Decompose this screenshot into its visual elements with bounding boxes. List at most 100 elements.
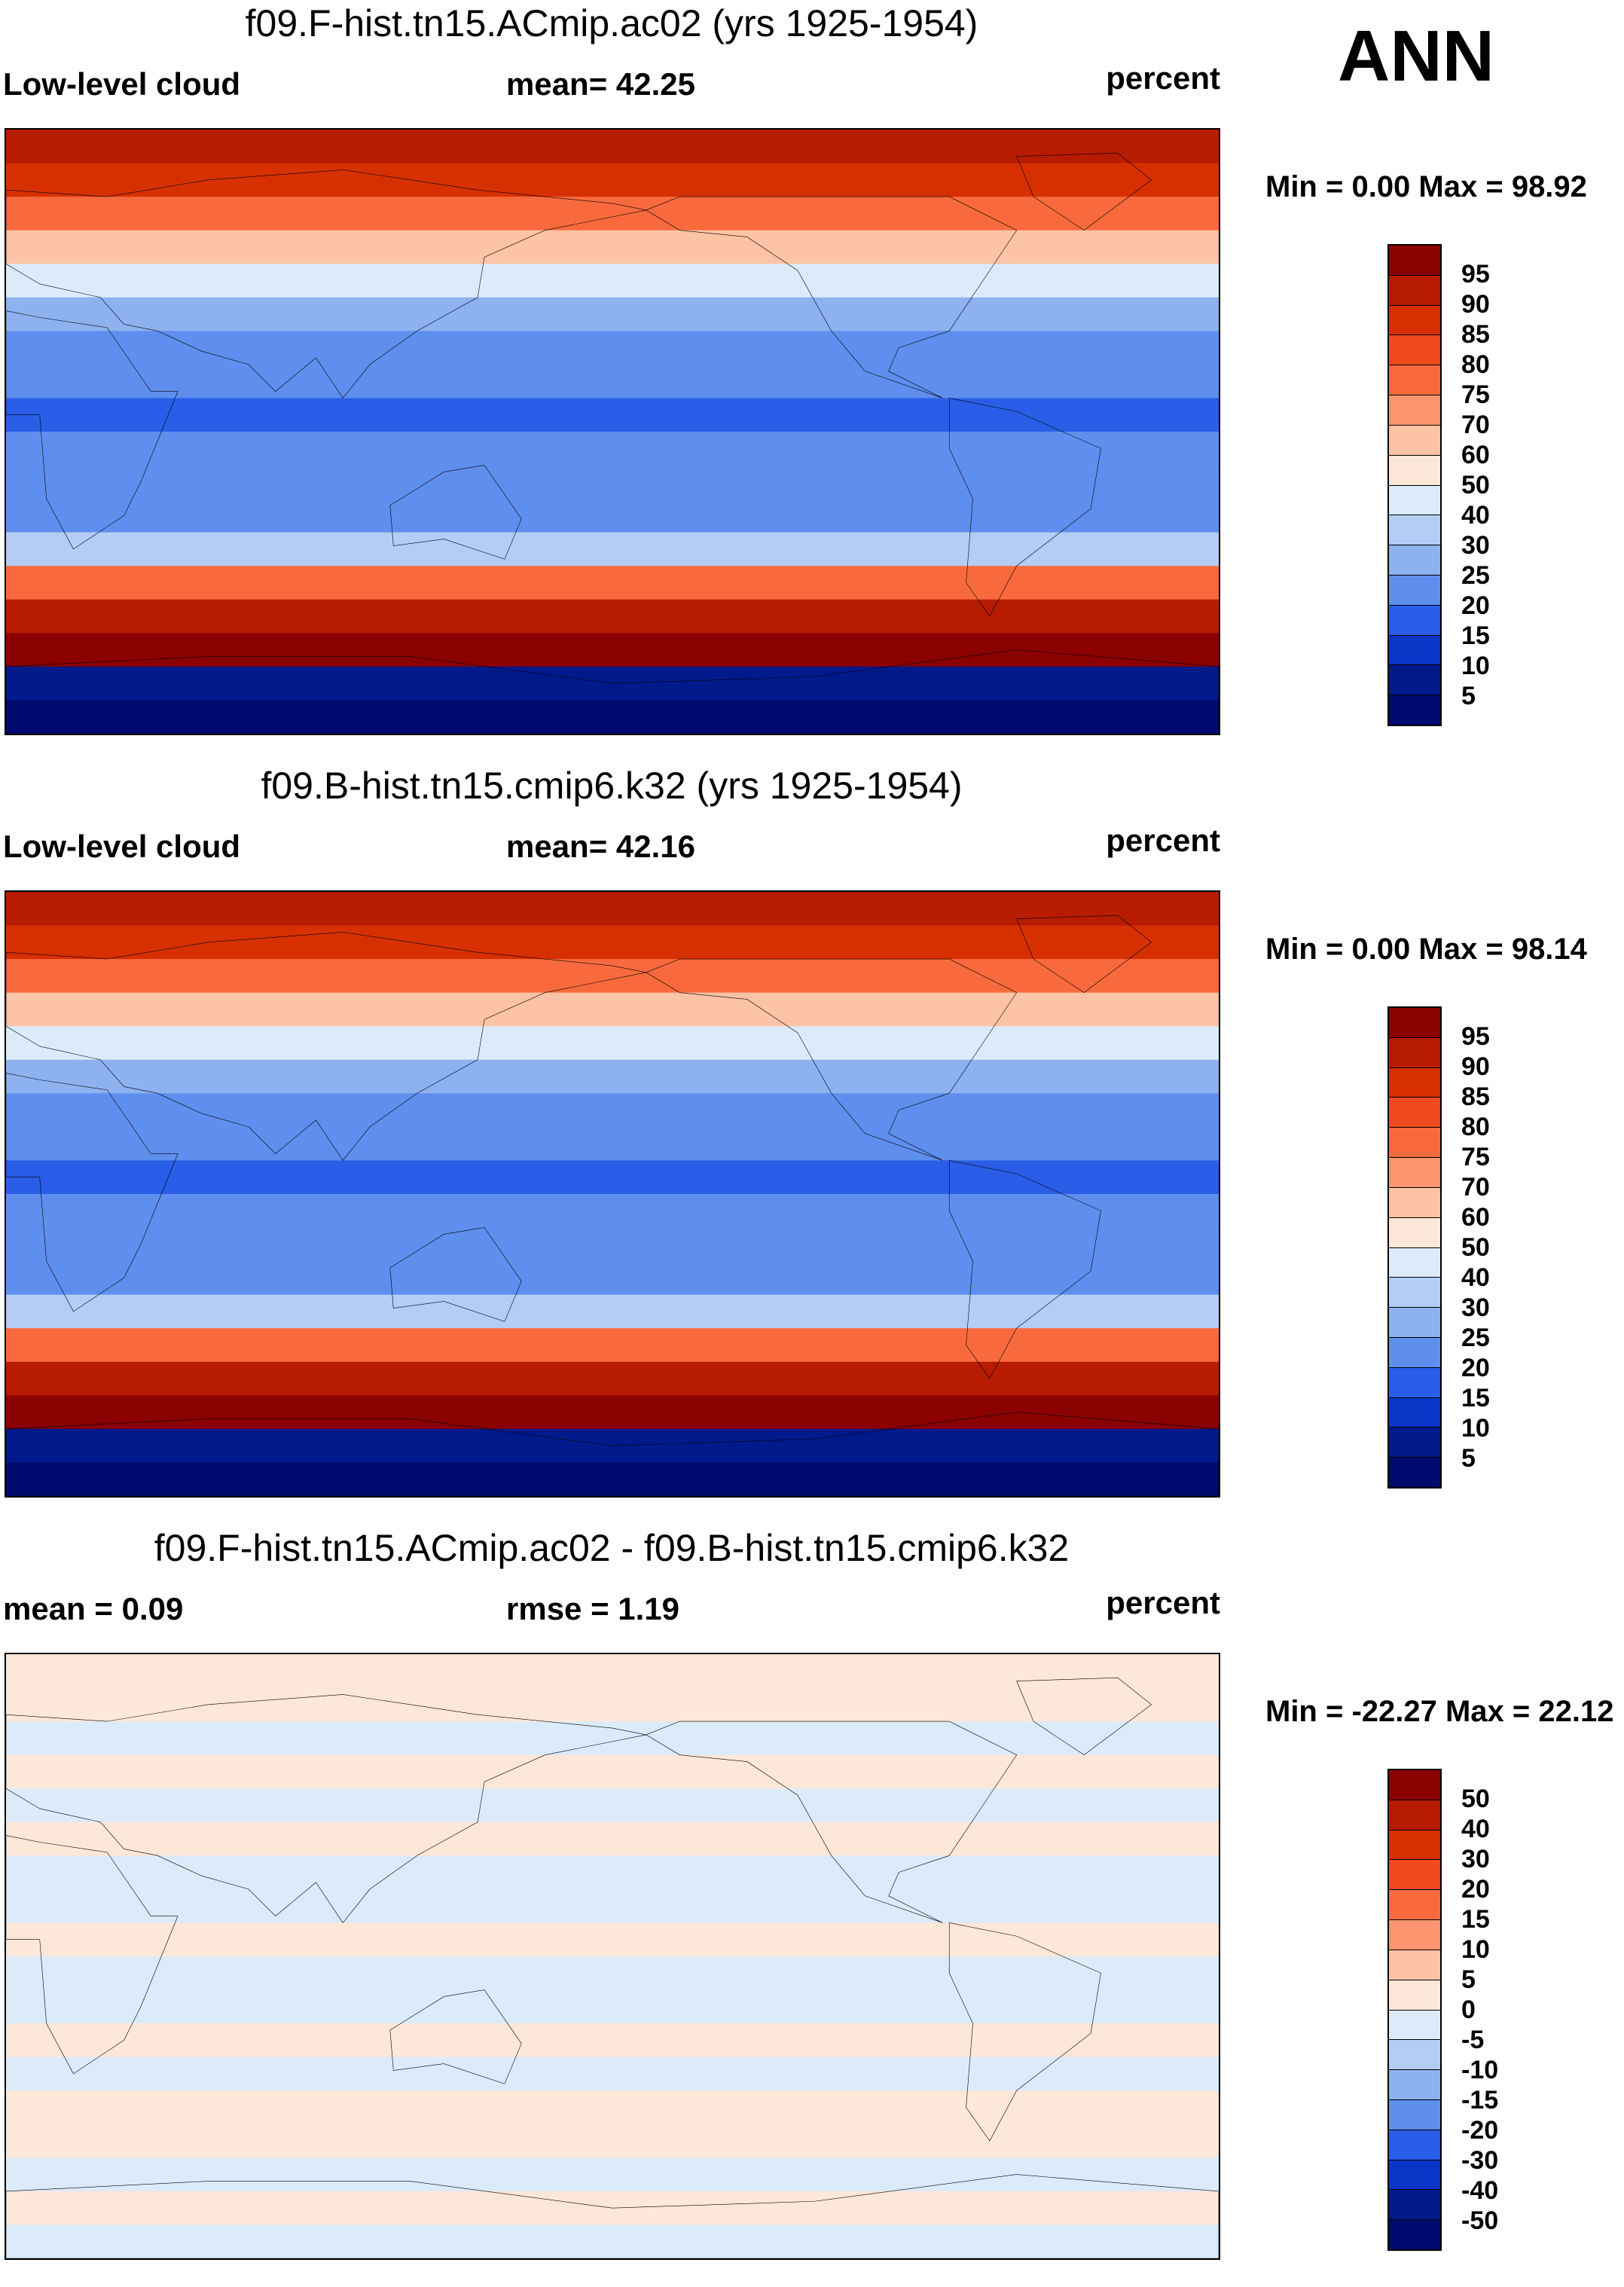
lat-band [6,297,1219,333]
colorbar-swatch [1389,1920,1440,1950]
colorbar-swatch [1389,1950,1440,1980]
colorbar-tick-label: -5 [1461,2026,1485,2054]
lat-band [6,2090,1219,2127]
colorbar-swatch [1389,1770,1440,1800]
colorbar-tick-label: 20 [1461,1354,1490,1382]
lat-band [6,599,1219,635]
coastline-eurasia [6,932,646,1160]
coastline-namerica [646,1721,1017,1922]
colorbar-swatch [1389,665,1440,696]
colorbar-swatch [1389,2040,1440,2071]
colorbar-swatch [1389,1337,1440,1368]
lat-band [6,633,1219,669]
colorbar-tick-label: -15 [1461,2086,1499,2114]
lat-band [6,465,1219,501]
map-svg [6,1654,1219,2258]
mean-label: mean = 0.09 [3,1591,184,1626]
lat-band [6,1126,1219,1162]
colorbar-swatch [1389,2160,1440,2191]
lat-band [6,1654,1219,1690]
map-plot [5,890,1220,1498]
lat-band [6,1160,1219,1196]
colorbar-tick-label: -30 [1461,2146,1499,2175]
colorbar-tick-label: 80 [1461,1113,1490,1141]
coastline-australia [390,466,521,560]
coastline-africa [6,311,178,549]
map-plot [5,128,1220,735]
colorbar-tick-label: 40 [1461,1263,1490,1292]
colorbar-tick-label: -20 [1461,2116,1499,2145]
colorbar-tick-label: 10 [1461,1935,1490,1964]
colorbar-tick-label: 80 [1461,350,1490,379]
coastline-greenland [1017,915,1152,992]
colorbar-tick-label: 0 [1461,1995,1476,2024]
map-svg [6,892,1219,1496]
colorbar-tick-label: 85 [1461,320,1490,349]
colorbar-tick-label: 10 [1461,1414,1490,1443]
mean-label: mean= 42.25 [506,66,696,102]
colorbar-swatch [1389,1397,1440,1428]
colorbar-tick-label: 5 [1461,1965,1476,1994]
colorbar-swatch [1389,365,1440,396]
colorbar-swatch [1389,1308,1440,1338]
colorbar-swatch [1389,1158,1440,1188]
lat-band [6,1093,1219,1129]
lat-band [6,2056,1219,2093]
colorbar-tick-label: 40 [1461,1815,1490,1843]
colorbar-swatch [1389,2130,1440,2160]
lat-band [6,1754,1219,1791]
colorbar-tick-label: 85 [1461,1082,1490,1111]
lat-band [6,1788,1219,1824]
panel-bhist: f09.B-hist.tn15.cmip6.k32 (yrs 1925-1954… [0,762,1624,1525]
colorbar-swatch [1389,305,1440,336]
colorbar-swatch [1389,1367,1440,1398]
lat-band [6,364,1219,400]
units-label: percent [1106,823,1220,858]
colorbar-swatch [1389,1187,1440,1218]
coastline-samerica [949,398,1100,616]
colorbar-tick-label: 5 [1461,1444,1476,1473]
coastline-eurasia [6,1694,646,1922]
colorbar-tick-label: 50 [1461,1785,1490,1813]
lat-band [6,1361,1219,1397]
minmax-label: Min = -22.27 Max = 22.12 [1265,1695,1614,1728]
colorbar-swatch [1389,1427,1440,1458]
colorbar-tick-label: 60 [1461,1203,1490,1232]
colorbar-tick-label: 75 [1461,380,1490,409]
colorbar-tick-label: 10 [1461,652,1490,680]
colorbar-swatch [1389,425,1440,456]
colorbar-swatch [1389,1098,1440,1128]
colorbar-swatch [1389,2010,1440,2041]
lat-band [6,1261,1219,1296]
colorbar-swatch [1389,2190,1440,2221]
lat-band [6,2224,1219,2258]
rmse-label: rmse = 1.19 [506,1591,680,1626]
lat-band [6,1026,1219,1062]
lat-band [6,499,1219,534]
lat-band [6,1721,1219,1757]
colorbar-swatch [1389,1800,1440,1831]
colorbar-tick-label: 25 [1461,561,1490,590]
coastline-namerica [646,197,1017,398]
lat-band [6,2191,1219,2227]
lat-band [6,163,1219,199]
lat-band [6,1294,1219,1330]
colorbar-tick-label: 30 [1461,1293,1490,1322]
colorbar-tick-label: 95 [1461,1022,1490,1051]
lat-band [6,925,1219,961]
colorbar-tick-label: 90 [1461,1052,1490,1081]
coastline-greenland [1017,153,1152,230]
colorbar-tick-label: 15 [1461,1905,1490,1934]
lat-band [6,1956,1219,1992]
variable-label: Low-level cloud [3,829,241,864]
season-label: ANN [1338,16,1494,96]
lat-band [6,1328,1219,1364]
panel-title: f09.B-hist.tn15.cmip6.k32 (yrs 1925-1954… [261,765,963,807]
colorbar-swatch [1389,2070,1440,2100]
lat-band [6,1227,1219,1263]
lat-band [6,1821,1219,1858]
lat-band [6,2157,1219,2194]
variable-label: Low-level cloud [3,66,241,102]
lat-band [6,331,1219,367]
lat-band [6,264,1219,300]
